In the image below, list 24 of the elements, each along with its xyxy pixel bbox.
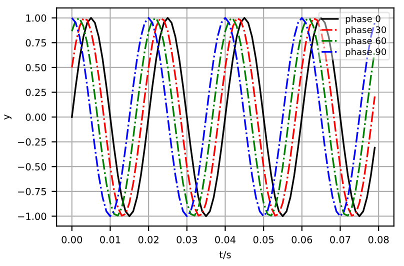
x-tick-label: 0.01: [100, 236, 120, 244]
y-tick-label: −1.00: [18, 212, 46, 220]
y-tick-label: 0.50: [26, 64, 46, 72]
x-tick-label: 0.00: [62, 236, 82, 244]
y-tick-label: 0.25: [26, 88, 46, 96]
x-tick-label: 0.08: [368, 236, 389, 244]
y-axis-title: y: [4, 114, 12, 120]
legend-label: phase 30: [346, 26, 386, 35]
x-tick-label: 0.02: [138, 236, 158, 244]
legend-label: phase 0: [346, 15, 380, 24]
y-tick-label: −0.50: [18, 163, 46, 170]
x-tick-label: 0.07: [330, 236, 350, 244]
x-tick-label: 0.06: [292, 236, 312, 244]
y-tick-label: 0.75: [26, 39, 46, 47]
y-tick-label: 1.00: [26, 14, 46, 22]
y-tick-label: −0.25: [18, 138, 46, 146]
x-tick-label: 0.04: [215, 236, 236, 244]
legend-label: phase 60: [346, 37, 386, 46]
y-tick-label: 0.00: [26, 114, 46, 121]
legend-label: phase 90: [346, 48, 386, 57]
x-tick-label: 0.05: [253, 236, 274, 244]
y-tick-label: −0.75: [18, 188, 46, 196]
x-tick-label: 0.03: [176, 236, 197, 244]
x-axis-title: t/s: [219, 251, 231, 260]
